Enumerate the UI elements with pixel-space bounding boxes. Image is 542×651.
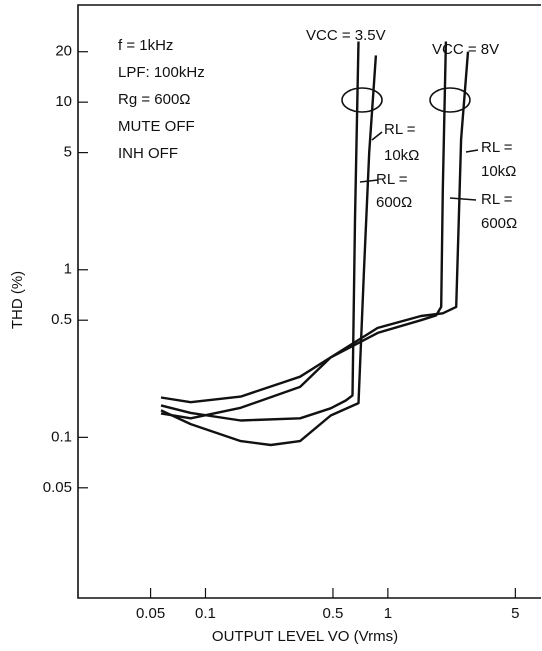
annotation: 10kΩ <box>481 163 516 180</box>
annotation: VCC = 8V <box>432 41 499 58</box>
annotation: LPF: 100kHz <box>118 64 205 81</box>
annotation: VCC = 3.5V <box>306 27 386 44</box>
annotation: RL = <box>481 191 513 208</box>
annotation: MUTE OFF <box>118 118 195 135</box>
annotation: Rg = 600Ω <box>118 91 191 108</box>
annotation: f = 1kHz <box>118 37 173 54</box>
annotation: RL = <box>481 139 513 156</box>
plot-frame <box>77 4 541 599</box>
y-tick-label: 0.1 <box>51 428 72 445</box>
y-tick-label: 5 <box>64 144 72 161</box>
annotation: 600Ω <box>481 215 517 232</box>
y-tick-label: 0.05 <box>43 479 72 496</box>
y-axis-label: THD (%) <box>9 271 26 329</box>
x-tick-label: 1 <box>384 605 392 622</box>
y-tick-label: 10 <box>55 93 72 110</box>
x-axis-label: OUTPUT LEVEL VO (Vrms) <box>212 628 398 645</box>
thd-curve <box>160 41 448 404</box>
annotation: 10kΩ <box>384 147 419 164</box>
x-tick-label: 0.5 <box>323 605 344 622</box>
annotation: RL = <box>384 121 416 138</box>
y-tick-label: 1 <box>64 261 72 278</box>
annotation: RL = <box>376 171 408 188</box>
loop-mark <box>341 87 383 113</box>
thd-curve <box>160 41 360 422</box>
thd-curve <box>160 55 378 447</box>
x-tick-label: 0.05 <box>136 605 165 622</box>
annotation: 600Ω <box>376 194 412 211</box>
thd-curve <box>160 51 470 420</box>
x-tick-label: 5 <box>511 605 519 622</box>
y-tick-label: 20 <box>55 43 72 60</box>
annotation: INH OFF <box>118 145 178 162</box>
y-tick-label: 0.5 <box>51 311 72 328</box>
loop-mark <box>429 87 471 113</box>
x-tick-label: 0.1 <box>195 605 216 622</box>
